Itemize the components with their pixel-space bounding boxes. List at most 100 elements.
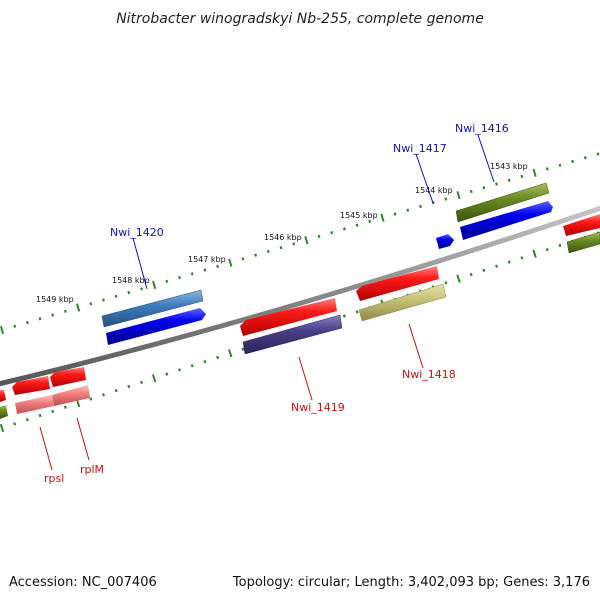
inner-tick-4 — [51, 409, 55, 414]
gene-rplm-pink[interactable] — [52, 385, 90, 406]
outer-tick-38 — [482, 186, 486, 190]
inner-tick-7 — [89, 397, 93, 401]
label-nwi-1419[interactable]: Nwi_1419 — [291, 401, 345, 414]
inner-tick-38 — [482, 268, 486, 273]
label-rpsl[interactable]: rpsl — [44, 472, 64, 485]
leader-nwi-1418 — [408, 323, 424, 369]
gene-nwi-1418-khaki[interactable] — [358, 283, 447, 322]
gene-nwi-1420-steel[interactable] — [101, 289, 204, 328]
outer-tick-32 — [406, 208, 410, 212]
inner-tick-11 — [140, 380, 143, 385]
label-rplm[interactable]: rplM — [80, 463, 104, 476]
inner-tick-28 — [355, 310, 359, 314]
outer-tick-27 — [342, 227, 346, 231]
label-nwi-1420[interactable]: Nwi_1420 — [110, 226, 164, 239]
outer-tick-1 — [13, 324, 17, 328]
inner-tick-17 — [216, 355, 220, 360]
inner-tick-27 — [342, 314, 346, 318]
outer-tick-41 — [520, 174, 524, 179]
gene-nwi-1419-red[interactable] — [240, 298, 337, 336]
outer-tick-21 — [266, 249, 270, 254]
gene-rplm-red[interactable] — [50, 367, 86, 387]
outer-tick-26 — [330, 230, 334, 235]
outer-tick-0 — [0, 325, 5, 335]
inner-tick-0 — [0, 423, 5, 433]
kbp-label-1545: 1545 kbp — [340, 211, 378, 220]
outer-tick-16 — [203, 268, 207, 272]
gene-nwi-1420-arrow[interactable] — [106, 308, 206, 345]
kbp-label-1547: 1547 kbp — [188, 255, 226, 264]
kbp-label-1548: 1548 kbp — [112, 276, 150, 285]
inner-tick-44 — [558, 243, 562, 248]
inner-tick-16 — [203, 359, 207, 364]
outer-tick-22 — [279, 245, 283, 250]
inner-tick-5 — [63, 405, 67, 409]
kbp-label-1543: 1543 kbp — [490, 162, 528, 171]
label-nwi-1416[interactable]: Nwi_1416 — [455, 122, 509, 135]
outer-tick-11 — [140, 287, 143, 291]
outer-tick-33 — [419, 204, 422, 209]
inner-tick-42 — [532, 249, 537, 258]
outer-tick-40 — [507, 178, 511, 182]
map-title: Nitrobacter winogradskyi Nb-255, complet… — [116, 11, 484, 27]
gene-right-red-upper[interactable] — [563, 214, 600, 236]
inner-tick-18 — [228, 349, 233, 358]
outer-tick-7 — [89, 302, 93, 306]
gene-nwi-1419-navy[interactable] — [242, 314, 343, 355]
gene-rpsl-red[interactable] — [12, 376, 50, 395]
genome-summary-text: Topology: circular; Length: 3,402,093 bp… — [232, 575, 590, 590]
outer-tick-5 — [63, 309, 67, 313]
leader-rpsl — [39, 426, 53, 471]
outer-tick-14 — [178, 275, 181, 280]
outer-tick-30 — [380, 213, 385, 222]
kbp-label-1546: 1546 kbp — [264, 233, 302, 242]
outer-tick-19 — [241, 257, 245, 261]
outer-tick-44 — [558, 163, 562, 167]
inner-tick-37 — [469, 272, 473, 277]
gene-nwi-1417-arrow[interactable] — [436, 234, 454, 249]
inner-tick-35 — [444, 281, 448, 285]
label-nwi-1417[interactable]: Nwi_1417 — [393, 142, 447, 155]
outer-tick-46 — [583, 156, 587, 160]
outer-tick-8 — [102, 298, 105, 302]
gene-left-red-edge[interactable] — [0, 390, 6, 402]
inner-tick-10 — [127, 384, 131, 389]
kbp-label-1549: 1549 kbp — [36, 295, 74, 304]
outer-tick-6 — [76, 303, 81, 312]
outer-tick-17 — [216, 264, 220, 269]
outer-tick-23 — [292, 242, 296, 246]
outer-tick-45 — [571, 159, 575, 164]
gene-left-olive-edge[interactable] — [0, 405, 8, 419]
outer-tick-24 — [304, 236, 309, 245]
outer-tick-18 — [228, 258, 233, 267]
gene-nwi-1416-olive[interactable] — [455, 182, 550, 223]
outer-tick-37 — [469, 189, 473, 194]
gene-nwi-1416-arrow[interactable] — [460, 201, 553, 240]
genome-backbone — [0, 205, 600, 387]
outer-tick-15 — [190, 272, 194, 276]
outer-tick-20 — [254, 253, 258, 257]
inner-tick-2 — [25, 418, 29, 422]
inner-tick-3 — [38, 413, 42, 418]
outer-tick-3 — [38, 317, 42, 321]
inner-tick-39 — [495, 264, 499, 268]
gene-nwi-1418-red[interactable] — [356, 266, 439, 301]
leader-rplm — [76, 417, 90, 461]
inner-tick-13 — [165, 372, 169, 376]
leader-nwi-1420 — [132, 237, 148, 290]
inner-tick-36 — [456, 274, 461, 283]
outer-tick-28 — [355, 223, 359, 227]
leader-nwi-1419 — [298, 356, 313, 401]
gene-rpsl-pink[interactable] — [15, 395, 54, 414]
outer-tick-29 — [368, 219, 372, 224]
gene-right-olive[interactable] — [566, 231, 600, 254]
outer-tick-42 — [532, 168, 537, 177]
inner-tick-40 — [507, 260, 511, 264]
inner-tick-43 — [545, 247, 549, 252]
outer-tick-36 — [456, 191, 461, 200]
outer-tick-25 — [317, 234, 321, 239]
label-nwi-1418[interactable]: Nwi_1418 — [402, 368, 456, 381]
accession-text: Accession: NC_007406 — [9, 575, 157, 590]
outer-tick-13 — [165, 279, 169, 283]
